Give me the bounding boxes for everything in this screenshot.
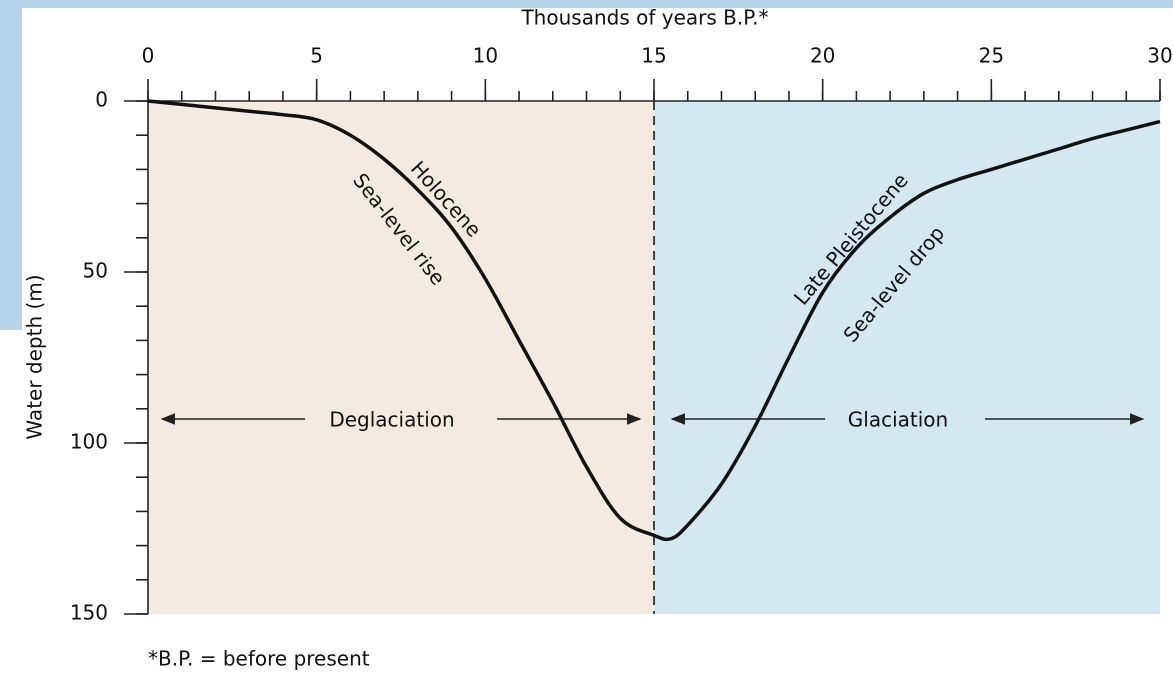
annotation: Glaciation — [848, 408, 948, 432]
footnote: *B.P. = before present — [148, 647, 370, 671]
chart-title: Thousands of years B.P.* — [520, 6, 768, 30]
y-tick-label: 50 — [83, 259, 108, 283]
annotation: Deglaciation — [329, 408, 454, 432]
slide-band — [0, 0, 1173, 8]
x-tick-label: 30 — [1147, 44, 1172, 68]
y-tick-label: 100 — [70, 430, 108, 454]
region — [148, 101, 654, 614]
x-tick-label: 20 — [810, 44, 835, 68]
x-tick-label: 0 — [142, 44, 155, 68]
y-tick-label: 0 — [95, 88, 108, 112]
x-tick-label: 10 — [473, 44, 498, 68]
x-tick-label: 25 — [979, 44, 1004, 68]
y-axis-label: Water depth (m) — [23, 274, 47, 439]
sea-level-line — [147, 99, 1161, 542]
region — [654, 101, 1160, 614]
x-tick-label: 15 — [641, 44, 666, 68]
x-tick-label: 5 — [310, 44, 323, 68]
y-tick-label: 150 — [70, 601, 108, 625]
slide-band — [0, 0, 22, 330]
